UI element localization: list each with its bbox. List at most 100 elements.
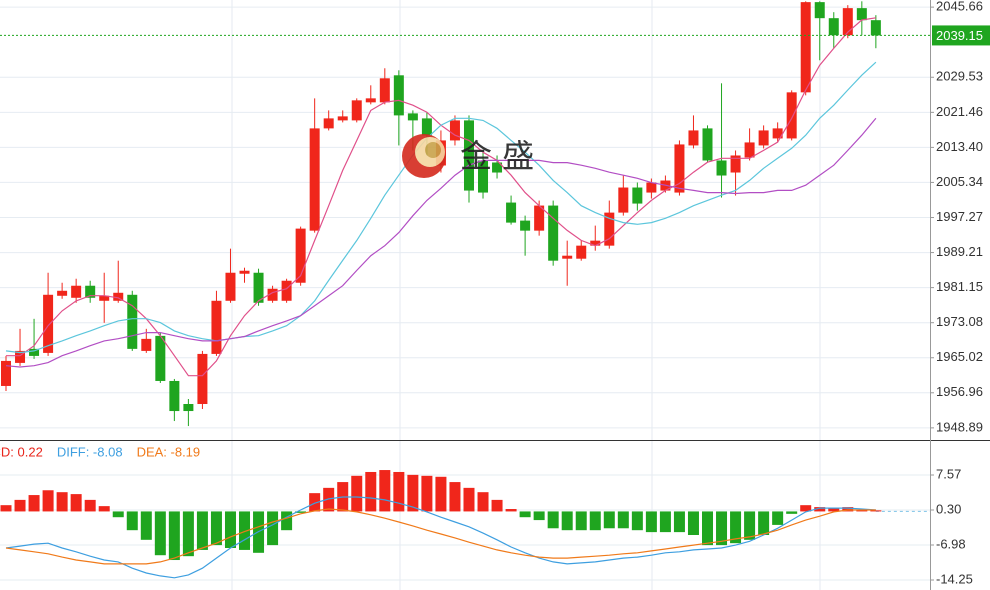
- macd-bar: [407, 474, 419, 512]
- candle-body: [702, 128, 713, 161]
- macd-bar: [351, 475, 363, 512]
- y-tick-label: 7.57: [936, 466, 961, 481]
- candle-body: [379, 78, 390, 103]
- macd-bar: [673, 511, 685, 533]
- macd-bar: [533, 511, 545, 521]
- watermark-text: 金 盛: [460, 137, 534, 175]
- y-tick-label: 2021.46: [936, 104, 983, 119]
- macd-bar: [463, 487, 475, 512]
- candle-body: [183, 404, 194, 412]
- macd-bar: [140, 511, 152, 540]
- candle-body: [716, 160, 727, 176]
- candle-body: [478, 160, 489, 193]
- indicator-label: DIFF: -8.08: [57, 444, 123, 459]
- candle-body: [744, 142, 755, 158]
- y-tick-label: 1973.08: [936, 314, 983, 329]
- macd-bar: [56, 492, 68, 512]
- macd-bar: [758, 511, 770, 536]
- macd-bar: [323, 487, 335, 512]
- y-tick-label: 1948.89: [936, 419, 983, 434]
- macd-bar: [393, 471, 405, 512]
- candle-body: [548, 205, 559, 261]
- candle-body: [155, 335, 166, 381]
- macd-bar: [449, 482, 461, 512]
- candle-body: [113, 292, 124, 301]
- indicator-label: MACD: 0.22: [0, 444, 43, 459]
- macd-bar: [491, 499, 503, 512]
- macd-bar: [379, 470, 391, 512]
- macd-bar: [28, 495, 40, 512]
- macd-bar: [772, 511, 784, 525]
- candle-body: [576, 245, 587, 259]
- candle-body: [463, 120, 474, 191]
- y-tick-label: 2045.66: [936, 0, 983, 14]
- y-tick-label: 1956.96: [936, 384, 983, 399]
- y-tick-label: 1997.27: [936, 209, 983, 224]
- candle-body: [842, 8, 853, 36]
- candle-body: [534, 205, 545, 231]
- candle-body: [688, 130, 699, 146]
- macd-bar: [210, 511, 222, 546]
- macd-bar: [14, 499, 26, 512]
- macd-bar: [702, 511, 713, 546]
- candle-body: [828, 18, 839, 36]
- watermark: 金 盛: [402, 134, 534, 178]
- macd-bar: [505, 509, 517, 512]
- candle-body: [225, 272, 236, 301]
- macd-bar: [870, 510, 882, 512]
- macd-bar: [267, 511, 279, 546]
- candle-body: [520, 220, 531, 231]
- candle-body: [365, 98, 376, 103]
- macd-bar: [842, 507, 854, 512]
- y-tick-label: 2013.40: [936, 139, 983, 154]
- candle-body: [449, 120, 460, 141]
- macd-bar: [224, 511, 236, 548]
- last-price-box: [932, 25, 990, 46]
- macd-bar: [84, 499, 96, 512]
- macd-bar: [687, 511, 699, 536]
- candle-body: [281, 280, 292, 301]
- candle-body: [730, 155, 741, 173]
- last-price-label: 2039.15: [936, 28, 983, 43]
- macd-bar: [477, 492, 489, 512]
- candle-body: [141, 338, 152, 351]
- candle-body: [758, 130, 769, 146]
- candle-body: [15, 350, 26, 363]
- candle-body: [618, 187, 629, 213]
- y-tick-label: 2005.34: [936, 174, 983, 189]
- macd-bar: [730, 511, 742, 544]
- candle-body: [870, 20, 881, 36]
- candle-body: [604, 212, 615, 246]
- indicator-line: [5, 61, 877, 354]
- macd-bar: [645, 511, 657, 533]
- indicator-line: [5, 508, 876, 565]
- macd-bar: [800, 505, 812, 512]
- candle-body: [772, 128, 783, 139]
- candle-body: [646, 182, 657, 193]
- candle-body: [421, 118, 432, 136]
- macd-bar: [0, 505, 12, 512]
- macd-bar: [547, 511, 559, 529]
- candle-body: [323, 118, 334, 129]
- macd-bar: [365, 471, 377, 512]
- macd-bar: [603, 511, 615, 529]
- candle-body: [99, 295, 110, 301]
- macd-bar: [281, 511, 293, 531]
- candle-body: [253, 272, 264, 303]
- macd-bar: [659, 511, 671, 533]
- candle-body: [562, 255, 573, 259]
- candle-body: [814, 2, 825, 19]
- candle-body: [169, 380, 180, 412]
- macd-bar: [856, 509, 868, 512]
- candle-body: [337, 116, 348, 121]
- candle-body: [309, 128, 320, 231]
- macd-bar: [519, 511, 531, 518]
- macd-bar: [112, 511, 124, 518]
- candle-body: [1, 360, 11, 386]
- macd-bar: [42, 490, 54, 512]
- macd-bar: [196, 511, 208, 550]
- macd-bar: [309, 493, 321, 512]
- candle-body: [85, 285, 96, 298]
